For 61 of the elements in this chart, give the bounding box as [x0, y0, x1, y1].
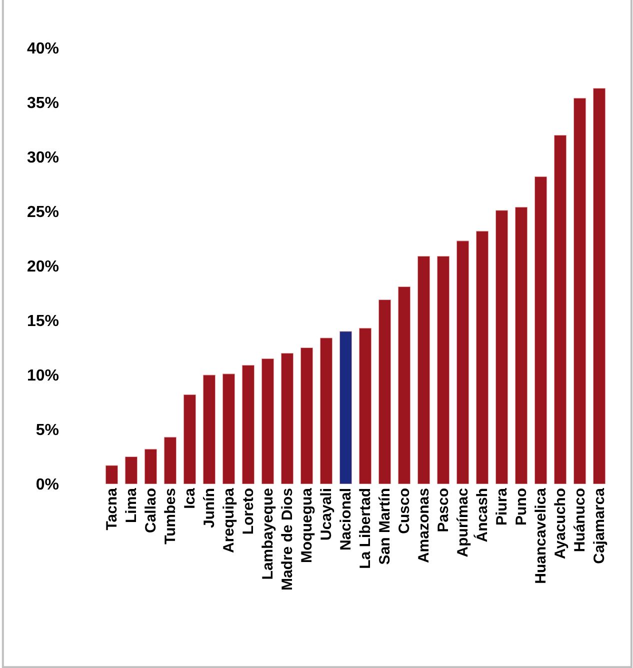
- y-tick-label: 30%: [26, 150, 59, 167]
- bar: [574, 98, 586, 484]
- bar: [534, 176, 548, 484]
- x-tick-label: Lima: [123, 487, 140, 524]
- y-tick-label: 5%: [36, 422, 59, 440]
- bar: [417, 256, 430, 484]
- y-tick-label: 25%: [26, 204, 59, 222]
- x-tick-label: Arequipa: [220, 487, 238, 554]
- bar: [144, 448, 158, 484]
- bar: [124, 456, 138, 484]
- x-tick-label: Huancavelica: [532, 487, 550, 584]
- x-tick-label: Piura: [494, 487, 511, 526]
- bar: [222, 374, 236, 484]
- x-tick-label: Tumbes: [162, 488, 180, 544]
- bar: [358, 328, 372, 484]
- bar: [261, 358, 274, 484]
- y-tick-label: 40%: [26, 40, 59, 58]
- bar: [164, 436, 177, 484]
- x-tick-label: Madre de Dios: [279, 488, 296, 591]
- x-tick-label: Lambayeque: [260, 488, 277, 580]
- x-tick-label: La Libertad: [357, 488, 374, 569]
- bar: [320, 338, 333, 484]
- x-tick-label: Puno: [513, 488, 530, 526]
- bar: [495, 210, 508, 484]
- y-tick-label: 20%: [26, 258, 59, 276]
- bar: [436, 256, 450, 484]
- bar: [514, 206, 528, 484]
- x-tick-label: Cajamarca: [591, 487, 608, 564]
- x-tick-label: Huánuco: [572, 488, 589, 552]
- x-tick-label: San Martín: [376, 488, 394, 565]
- x-tick-label: Moquegua: [298, 487, 316, 563]
- bar: [242, 364, 255, 484]
- x-tick-label: Amazonas: [416, 488, 433, 564]
- bar: [105, 465, 118, 484]
- x-tick-label: Nacional: [338, 488, 355, 551]
- x-tick-label: Apurímac: [454, 488, 472, 558]
- x-tick-label: Loreto: [240, 488, 258, 535]
- bar: [593, 88, 606, 484]
- x-tick-label: Áncash: [473, 488, 492, 542]
- y-tick-label: 15%: [26, 313, 59, 330]
- x-tick-label: Pasco: [435, 488, 452, 532]
- x-tick-label: Junín: [201, 488, 218, 528]
- x-tick-label: Ayacucho: [552, 488, 570, 560]
- x-tick-label: Tacna: [104, 487, 121, 530]
- bar: [183, 394, 196, 484]
- bar: [202, 374, 216, 484]
- bar: [476, 230, 489, 484]
- bar: [300, 348, 314, 484]
- bar: [378, 300, 392, 484]
- x-tick-label: Callao: [142, 488, 160, 534]
- bar: [339, 331, 352, 484]
- x-tick-label: Cusco: [396, 488, 414, 534]
- x-tick-label: Ucayali: [318, 488, 336, 541]
- x-tick-label: Ica: [182, 487, 199, 509]
- y-tick-label: 10%: [26, 368, 59, 385]
- y-tick-label: 0%: [36, 476, 59, 494]
- bar: [554, 134, 567, 484]
- bar: [398, 286, 411, 484]
- bar: [456, 240, 470, 484]
- y-tick-label: 35%: [26, 95, 59, 112]
- bar: [280, 352, 294, 484]
